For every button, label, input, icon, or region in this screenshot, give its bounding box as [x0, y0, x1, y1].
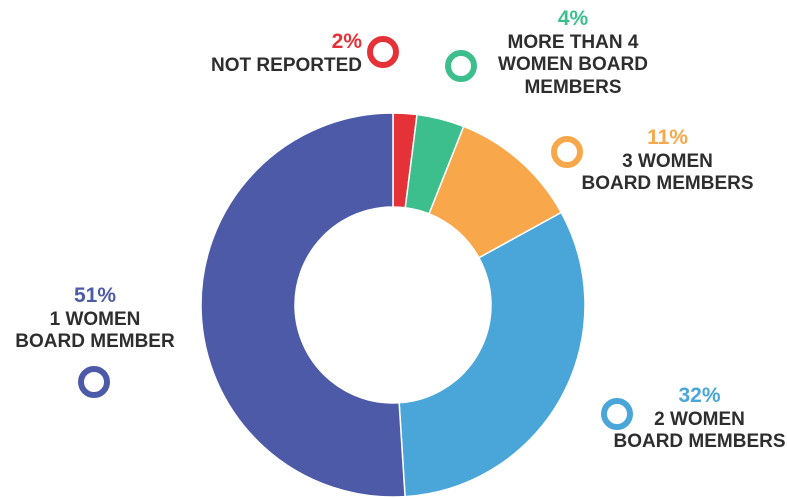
label-not-reported: 2% NOT REPORTED: [180, 30, 362, 77]
legend-marker-3-women: [551, 136, 583, 168]
label-more-than-4: 4% MORE THAN 4 WOMEN BOARD MEMBERS: [488, 7, 658, 99]
category-label-line: BOARD MEMBERS: [613, 431, 786, 453]
category-label-line: 1 WOMEN: [49, 308, 141, 330]
category-label-line: BOARD MEMBER: [15, 331, 175, 353]
legend-marker-1-women: [78, 366, 110, 398]
category-label-line: 2 WOMEN: [654, 408, 745, 430]
category-label-line: BOARD MEMBERS: [581, 173, 754, 195]
legend-marker-not-reported: [367, 36, 399, 68]
percent-label: 2%: [331, 30, 362, 53]
donut-slice-2-women-board-members: [398, 211, 586, 498]
donut-slice-1-women-board-member: [200, 112, 406, 498]
legend-marker-2-women: [601, 398, 633, 430]
label-3-women: 11% 3 WOMEN BOARD MEMBERS: [575, 126, 760, 196]
label-2-women: 32% 2 WOMEN BOARD MEMBERS: [612, 384, 787, 454]
percent-label: 32%: [678, 384, 721, 407]
label-1-women: 51% 1 WOMEN BOARD MEMBER: [5, 284, 185, 354]
category-label-line: MEMBERS: [524, 76, 622, 98]
legend-marker-more-than-4: [445, 50, 477, 82]
category-label-line: MORE THAN 4: [507, 31, 639, 53]
category-label-line: NOT REPORTED: [211, 54, 362, 76]
category-label-line: 3 WOMEN: [622, 150, 713, 172]
percent-label: 11%: [647, 126, 688, 149]
category-label-line: WOMEN BOARD: [498, 54, 648, 76]
percent-label: 51%: [73, 284, 117, 307]
percent-label: 4%: [557, 7, 589, 30]
